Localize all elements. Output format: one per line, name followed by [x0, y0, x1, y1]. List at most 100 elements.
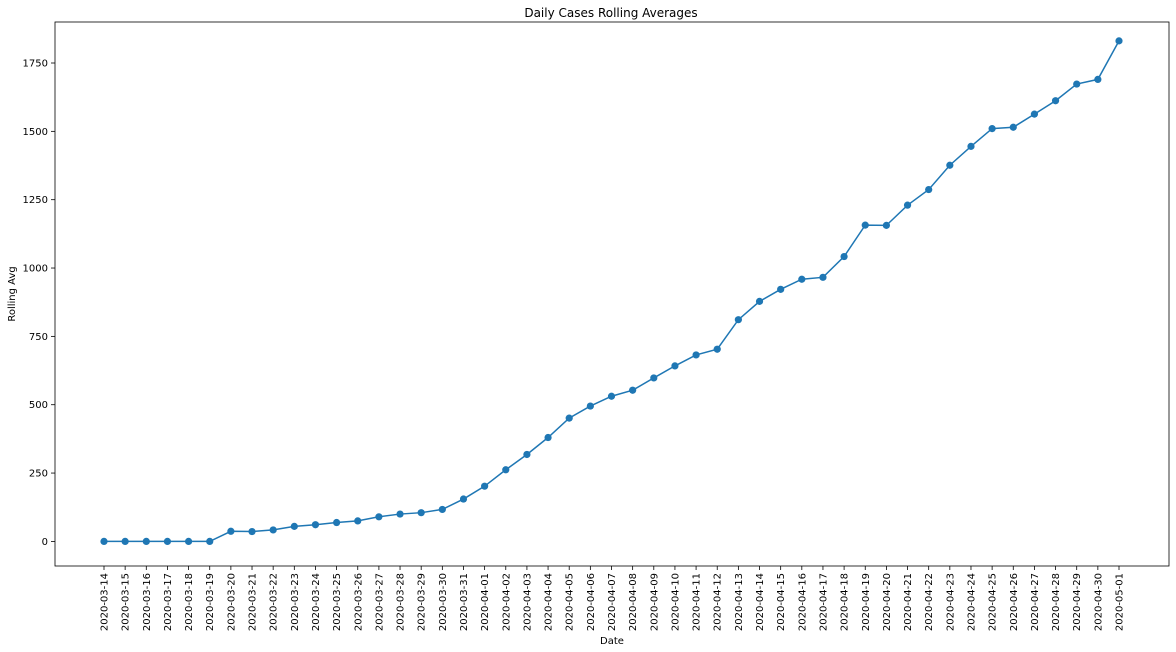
data-point [565, 414, 573, 422]
data-point [227, 527, 235, 535]
data-point [290, 522, 298, 530]
x-tick-label: 2020-03-15 [121, 573, 132, 631]
data-point [671, 362, 679, 370]
data-point [121, 537, 129, 545]
x-tick-label: 2020-04-01 [480, 573, 491, 631]
series-line [104, 40, 1120, 543]
data-point [438, 505, 446, 514]
x-tick-label: 2020-04-21 [903, 573, 914, 631]
y-tick-label: 1500 [23, 127, 48, 138]
data-point [798, 275, 806, 283]
x-tick-label: 2020-03-20 [226, 573, 237, 631]
data-point [882, 221, 890, 229]
data-point [184, 537, 193, 545]
x-tick-label: 2020-04-19 [861, 573, 872, 631]
data-point [1115, 37, 1123, 45]
x-tick-label: 2020-04-15 [776, 573, 787, 631]
x-tick-label: 2020-03-19 [205, 573, 216, 631]
data-point [713, 345, 721, 353]
x-tick-label: 2020-04-23 [945, 573, 956, 631]
data-point [417, 509, 425, 517]
x-tick-label: 2020-04-03 [522, 573, 533, 631]
data-point [607, 392, 616, 400]
x-tick-label: 2020-04-17 [818, 573, 829, 631]
x-tick-label: 2020-04-25 [988, 573, 999, 631]
x-tick-label: 2020-03-21 [248, 573, 259, 631]
data-point [819, 273, 827, 281]
data-point [459, 495, 468, 503]
data-point [142, 537, 150, 545]
x-tick-label: 2020-04-13 [734, 573, 745, 631]
data-point [903, 201, 912, 209]
x-tick-label: 2020-04-24 [966, 573, 977, 631]
y-tick-label: 1000 [23, 264, 48, 275]
data-point [650, 374, 658, 382]
x-tick-label: 2020-04-05 [565, 573, 576, 631]
data-point [692, 351, 700, 359]
data-point [502, 466, 510, 474]
x-tick-label: 2020-04-27 [1030, 573, 1041, 631]
data-point [1030, 110, 1039, 118]
x-tick-label: 2020-04-07 [607, 573, 618, 631]
data-point [163, 537, 172, 545]
data-point [967, 142, 975, 150]
y-tick-label: 750 [29, 332, 48, 343]
data-point [311, 521, 320, 529]
x-tick-label: 2020-03-31 [459, 573, 470, 631]
x-axis-label: Date [600, 636, 624, 647]
x-tick-label: 2020-03-16 [142, 573, 153, 631]
plot-area-frame [54, 21, 1170, 567]
data-point [1051, 97, 1060, 105]
x-tick-label: 2020-04-11 [692, 573, 703, 631]
data-point [861, 221, 869, 229]
x-tick-label: 2020-05-01 [1115, 573, 1126, 631]
x-tick-label: 2020-03-27 [374, 573, 385, 631]
x-tick-label: 2020-04-09 [649, 573, 660, 631]
data-point [523, 450, 531, 459]
data-point [925, 185, 933, 194]
y-axis-label: Rolling Avg [7, 266, 18, 321]
data-point [988, 125, 996, 133]
x-tick-label: 2020-04-02 [501, 573, 512, 631]
x-tick-label: 2020-03-28 [396, 573, 407, 631]
x-tick-label: 2020-04-08 [628, 573, 639, 631]
x-tick-label: 2020-04-04 [544, 573, 555, 631]
x-tick-label: 2020-03-26 [353, 573, 364, 631]
data-point [354, 517, 362, 525]
x-tick-label: 2020-04-29 [1072, 573, 1083, 631]
data-point [629, 386, 637, 394]
data-point [396, 510, 404, 518]
x-tick-label: 2020-04-10 [670, 573, 681, 631]
x-tick-label: 2020-04-28 [1051, 573, 1062, 631]
x-tick-label: 2020-03-18 [184, 573, 195, 631]
y-tick-label: 1750 [23, 59, 48, 70]
x-tick-label: 2020-03-29 [417, 573, 428, 631]
data-point [1094, 75, 1102, 84]
data-point [248, 527, 256, 536]
data-point [586, 402, 594, 410]
x-tick-label: 2020-04-30 [1093, 573, 1104, 631]
data-point [1073, 80, 1081, 88]
data-point [544, 433, 552, 442]
data-point [375, 513, 383, 521]
data-point [481, 482, 489, 490]
data-point [734, 316, 742, 324]
x-tick-label: 2020-03-25 [332, 573, 343, 631]
x-tick-label: 2020-03-24 [311, 573, 322, 631]
data-point [333, 518, 341, 527]
x-tick-label: 2020-03-17 [163, 573, 174, 631]
data-point [269, 526, 277, 534]
data-point [100, 537, 108, 545]
y-tick-label: 0 [42, 537, 48, 548]
x-tick-label: 2020-04-18 [840, 573, 851, 631]
x-tick-label: 2020-04-06 [586, 573, 597, 631]
y-tick-label: 1250 [23, 195, 48, 206]
chart-title: Daily Cases Rolling Averages [524, 6, 697, 20]
x-tick-label: 2020-04-26 [1009, 573, 1020, 631]
x-tick-label: 2020-03-30 [438, 573, 449, 631]
data-point [946, 161, 954, 169]
y-tick-label: 250 [29, 469, 48, 480]
data-point [840, 252, 848, 261]
